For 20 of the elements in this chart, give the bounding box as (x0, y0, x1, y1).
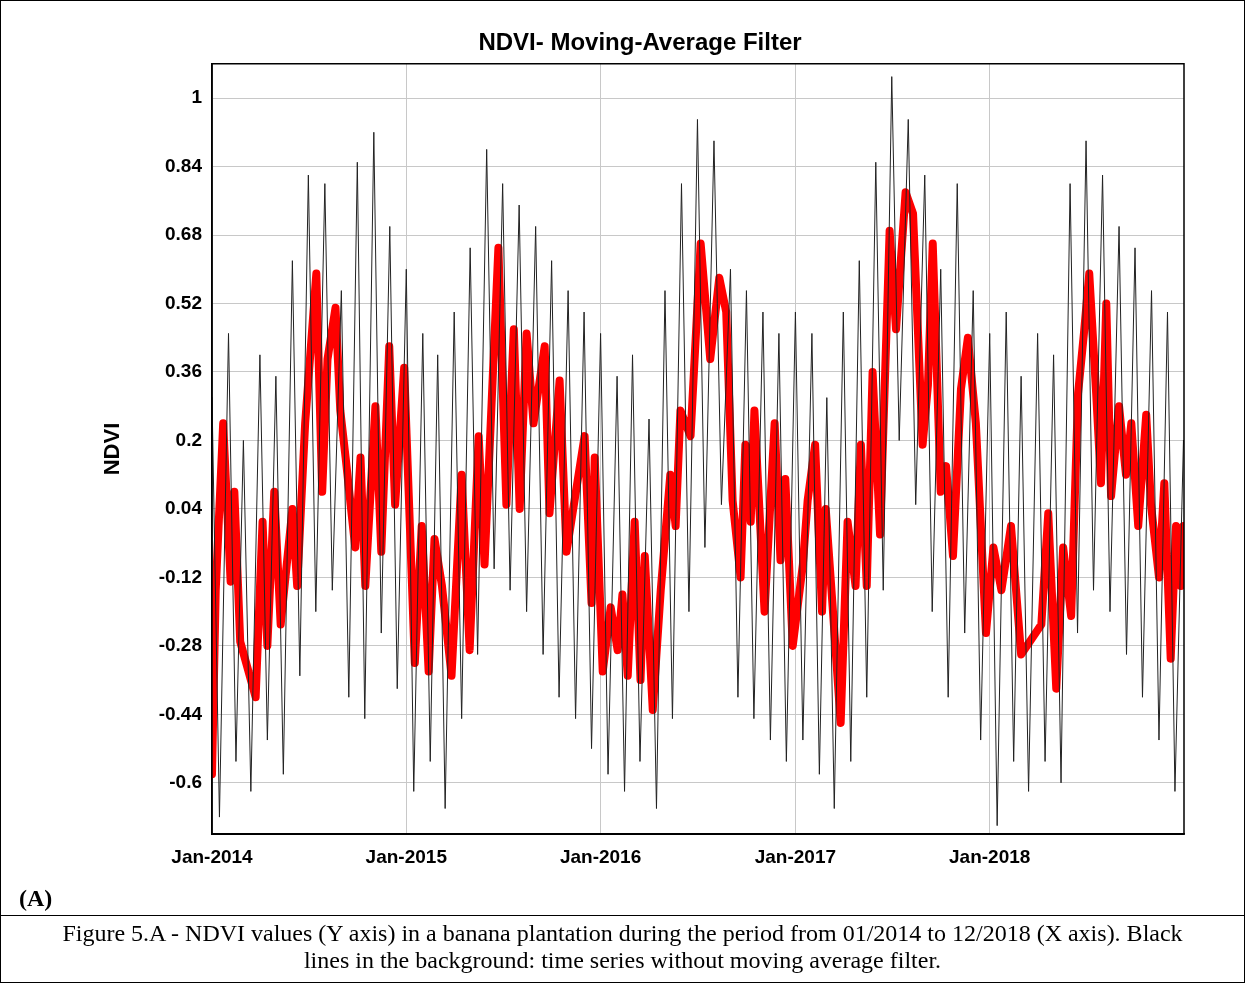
x-tick-label: Jan-2017 (754, 845, 837, 867)
x-tick-label: Jan-2016 (559, 845, 642, 867)
y-tick-label: 0.2 (175, 428, 202, 450)
x-tick-label: Jan-2015 (365, 845, 448, 867)
x-tick-label: Jan-2018 (949, 845, 1031, 867)
x-tick-label: Jan-2014 (171, 845, 254, 867)
y-tick-label: 0.52 (165, 291, 202, 313)
y-axis-title: NDVI (99, 422, 125, 476)
y-tick-label: 0.68 (165, 223, 202, 245)
caption: Figure 5.A - NDVI values (Y axis) in a banana plantation during the period from 01/2014 to 12/2018 (X axis). Black lines in the background: time series without moving average filter. (1, 915, 1244, 974)
y-tick-label: -0.44 (158, 702, 203, 724)
y-tick-label: 0.04 (165, 497, 203, 519)
y-tick-label: -0.28 (158, 634, 202, 656)
y-tick-label: -0.12 (158, 565, 202, 587)
chart-title: NDVI- Moving-Average Filter (478, 28, 802, 56)
y-tick-label: 0.84 (165, 154, 203, 176)
text: (A) (18, 884, 54, 913)
y-tick-label: -0.6 (169, 771, 202, 793)
y-tick-label: 1 (191, 86, 203, 108)
y-tick-label: 0.36 (165, 360, 202, 382)
